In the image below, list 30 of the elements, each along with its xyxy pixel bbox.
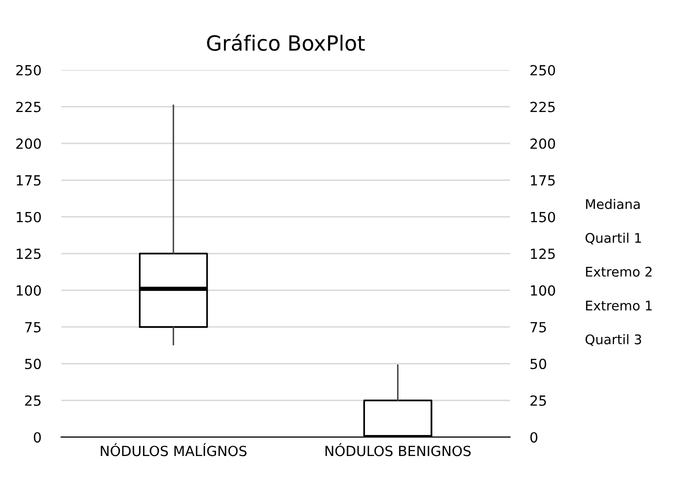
chart-title: Gráfico BoxPlot xyxy=(207,34,365,51)
y2-tick-label: 75 xyxy=(530,322,546,332)
y-tick-label: 175 xyxy=(16,175,41,186)
y-tick-label: 50 xyxy=(25,358,41,370)
y-tick-label: 100 xyxy=(16,285,41,296)
y2-tick-label: 125 xyxy=(530,248,555,260)
y2-tick-label: 100 xyxy=(530,285,556,296)
y-tick-label: 200 xyxy=(16,138,41,149)
y2-tick-label: 25 xyxy=(530,395,546,406)
y2-tick-label: 50 xyxy=(530,358,546,370)
y2-tick-label: 200 xyxy=(530,138,556,149)
text: Quartil 1 xyxy=(586,232,641,244)
text: Extremo 1 xyxy=(586,300,652,311)
x-tick-label: NÓDULOS MALÍGNOS xyxy=(100,443,247,456)
y-tick-label: 150 xyxy=(16,212,41,222)
y2-tick-label: 0 xyxy=(530,432,538,443)
text: Extremo 2 xyxy=(586,266,652,277)
y-tick-label: 0 xyxy=(34,432,41,443)
y-tick-label: 75 xyxy=(25,322,41,332)
y2-tick-label: 150 xyxy=(530,212,556,222)
text: Mediana xyxy=(586,198,640,210)
text: Quartil 3 xyxy=(586,334,642,346)
y2-tick-label: 225 xyxy=(530,102,555,112)
y-tick-label: 125 xyxy=(16,248,41,260)
y-tick-label: 225 xyxy=(16,102,41,112)
y2-tick-label: 175 xyxy=(530,175,555,186)
y-tick-label: 250 xyxy=(16,65,41,76)
y2-tick-label: 250 xyxy=(530,65,556,76)
y-tick-label: 25 xyxy=(25,395,41,406)
x-tick-label: NÓDULOS BENIGNOS xyxy=(326,443,471,456)
